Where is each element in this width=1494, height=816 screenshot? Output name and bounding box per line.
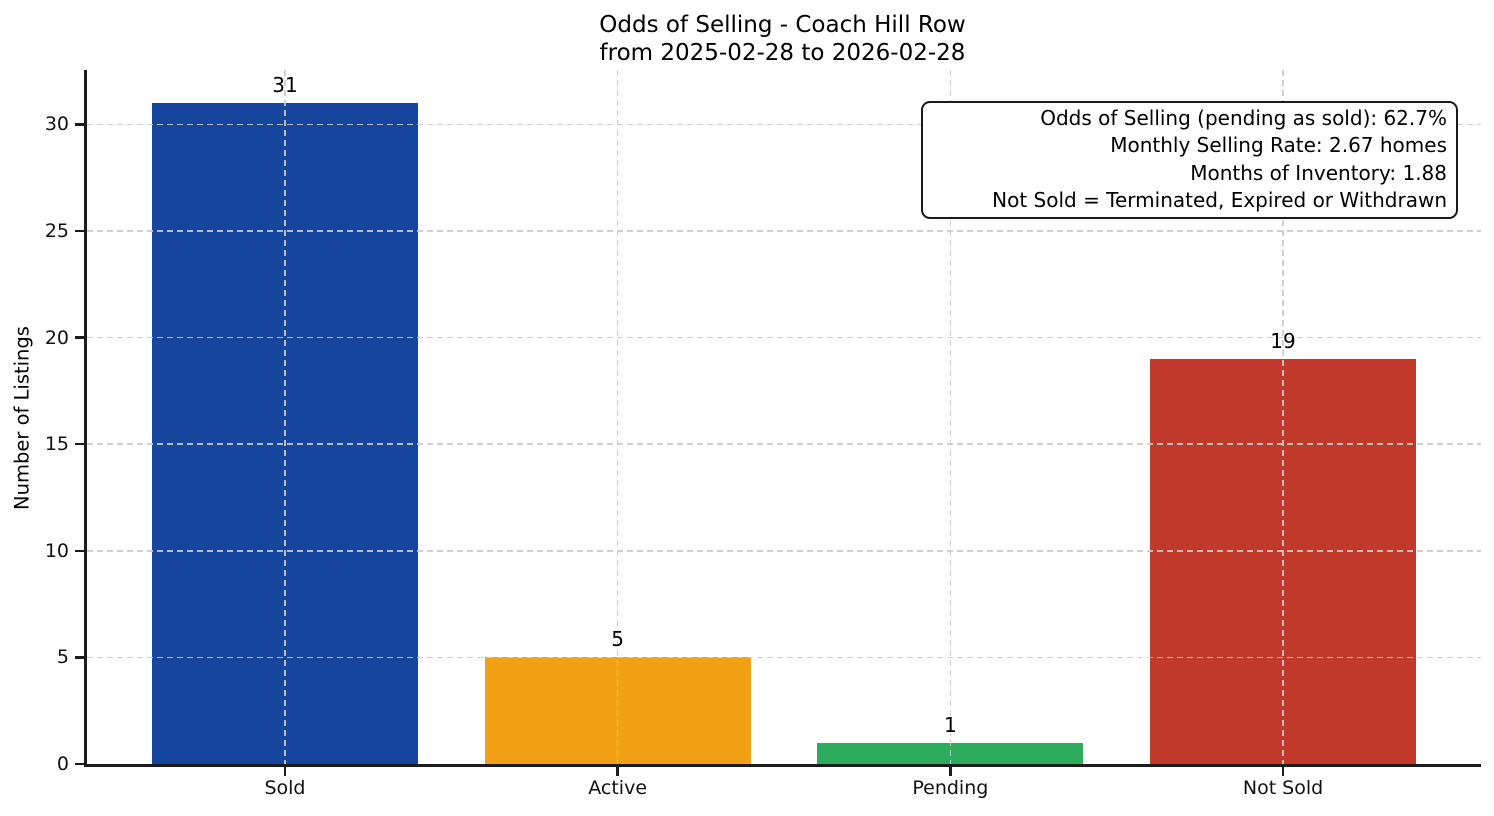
gridline-vertical [949,70,952,764]
y-axis-tick [75,123,84,126]
annotation-box: Odds of Selling (pending as sold): 62.7%… [921,101,1458,219]
x-tick-label-active: Active [588,777,648,799]
x-tick-label-pending: Pending [912,777,989,799]
y-axis-tick [75,442,84,446]
plot-area: 0 5 10 15 20 25 30 Sold 31 Active 5 Pending 1 Not Sol… [45,70,1481,799]
gridline-horizontal [87,656,1481,659]
annotation-line-not-sold-note: Not Sold = Terminated, Expired or Withdr… [992,188,1447,213]
chart-title-line-1: Odds of Selling - Coach Hill Row [599,12,966,38]
x-axis-tick [1281,767,1285,776]
gridline-horizontal [87,230,1481,232]
x-axis-tick [949,767,952,776]
gridline-horizontal [87,443,1481,445]
bar-value-label-active: 5 [611,627,625,652]
y-axis-tick [75,656,84,659]
y-axis-tick [75,229,84,233]
y-tick-label-25: 25 [44,219,69,242]
bar-value-label-pending: 1 [943,712,957,737]
y-axis-tick [75,549,84,553]
y-tick-label-20: 20 [44,326,69,349]
y-tick-label-0: 0 [56,753,69,775]
y-tick-label-15: 15 [44,433,69,456]
gridline-horizontal [87,336,1481,339]
chart-title-line-2: from 2025-02-28 to 2026-02-28 [599,40,966,66]
gridline-horizontal [87,123,1481,126]
gridline-vertical [284,70,286,764]
gridline-horizontal [87,550,1481,552]
x-axis-tick [283,767,287,776]
y-axis-tick [75,762,84,766]
x-axis-tick [616,767,619,776]
chart-title: Odds of Selling - Coach Hill Row from 20… [84,11,1481,67]
y-tick-label-10: 10 [44,539,69,562]
y-tick-label-30: 30 [44,113,69,136]
annotation-line-selling-rate: Monthly Selling Rate: 2.67 homes [1110,133,1447,158]
x-tick-label-not-sold: Not Sold [1242,777,1324,799]
y-tick-label-5: 5 [56,646,69,669]
bar-value-label-not-sold: 19 [1270,328,1296,353]
y-axis-title: Number of Listings [10,326,34,510]
y-axis-tick [75,336,84,339]
x-tick-label-sold: Sold [264,777,306,799]
annotation-line-inventory: Months of Inventory: 1.88 [1190,160,1447,185]
annotation-line-odds: Odds of Selling (pending as sold): 62.7% [1040,106,1447,130]
bar-value-label-sold: 31 [272,73,298,98]
gridline-vertical [616,70,619,764]
gridline-vertical [1282,70,1284,764]
